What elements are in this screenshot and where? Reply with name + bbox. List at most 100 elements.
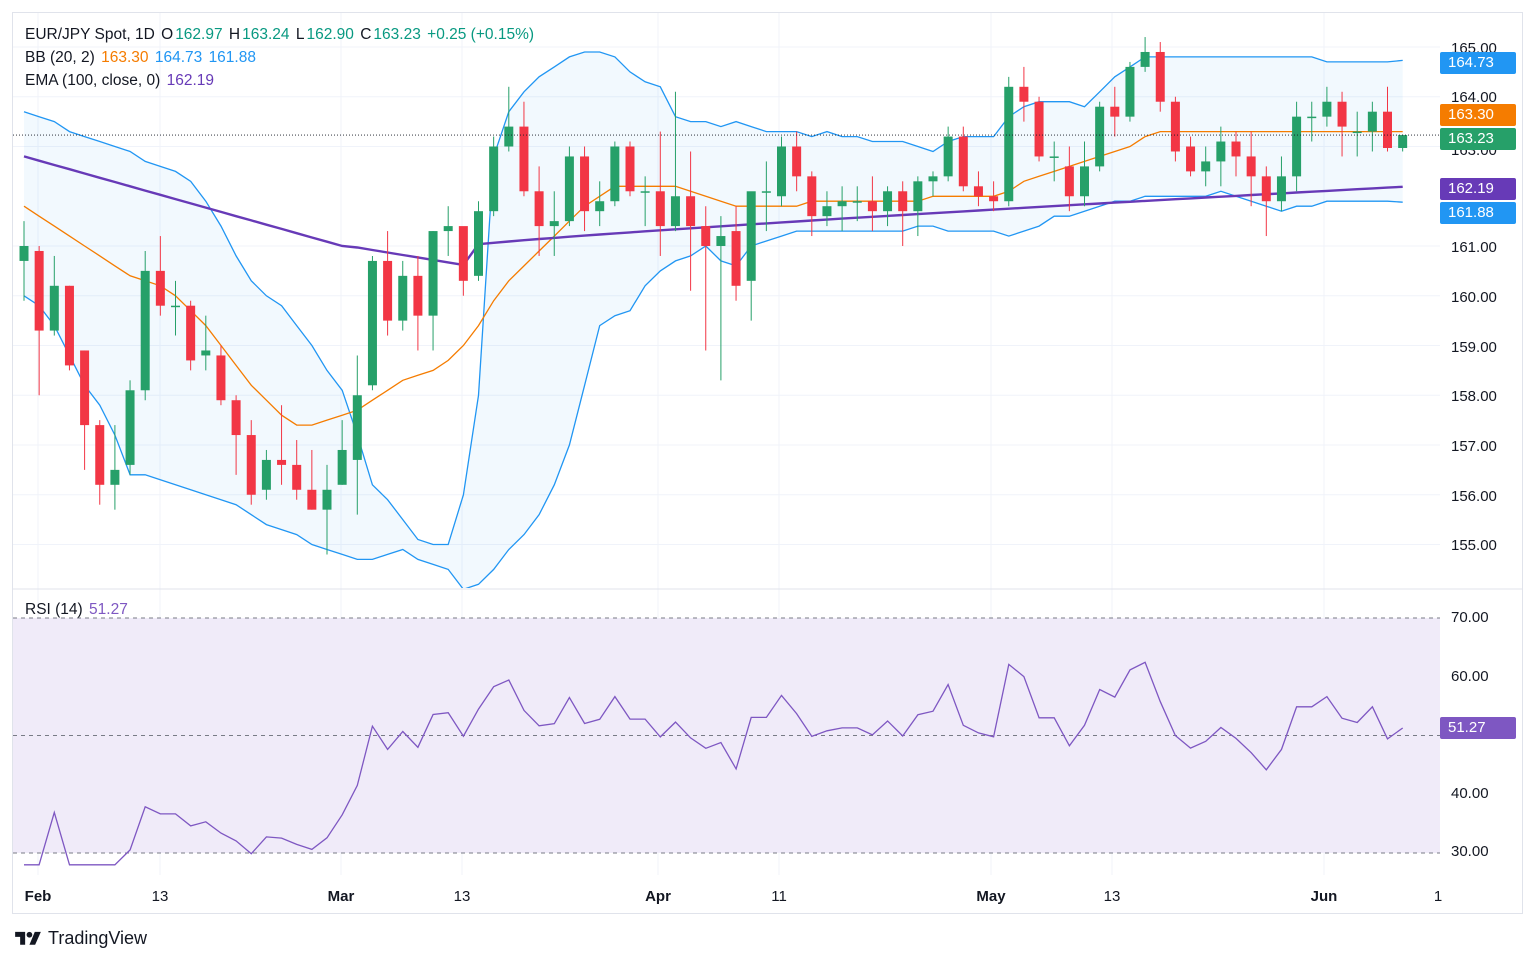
price-tick: 156.00 <box>1451 488 1497 505</box>
ema-label: EMA (100, close, 0) <box>25 72 161 89</box>
candle-up <box>1367 111 1377 132</box>
candle-up <box>201 350 211 356</box>
candle-up <box>1201 161 1211 172</box>
candle-down <box>1064 166 1074 197</box>
tradingview-brand[interactable]: TradingView <box>14 928 147 949</box>
candle-up <box>1307 116 1317 119</box>
candle-down <box>1170 101 1180 152</box>
x-label-mar: Mar <box>327 888 355 905</box>
candle-down <box>625 146 635 192</box>
candle-up <box>504 126 514 147</box>
candle-up <box>1322 101 1332 117</box>
price-tick: 159.00 <box>1451 339 1497 356</box>
bb-upper-value: 164.73 <box>154 49 203 66</box>
candle-up <box>140 270 150 391</box>
x-label-feb: Feb <box>24 888 52 905</box>
candle-up <box>443 226 453 232</box>
candle-up <box>489 146 499 212</box>
candle-up <box>171 305 180 308</box>
bb-upper-tag: 164.73 <box>1440 52 1516 74</box>
rsi-value: 51.27 <box>89 601 128 618</box>
x-label-jun: Jun <box>1310 888 1338 905</box>
x-label-13: 13 <box>151 888 169 905</box>
rsi-tick: 60.00 <box>1451 668 1489 685</box>
candle-down <box>307 489 317 510</box>
tradingview-logo-icon <box>15 931 41 945</box>
rsi-tag: 51.27 <box>1440 717 1516 739</box>
brand-name: TradingView <box>48 928 148 948</box>
price-tick: 160.00 <box>1451 289 1497 306</box>
candle-down <box>186 305 196 361</box>
candle-down <box>989 196 999 202</box>
candle-up <box>837 201 847 207</box>
price-pane <box>13 37 1440 588</box>
legend-close-label: C <box>360 26 372 43</box>
candle-up <box>595 201 605 212</box>
candle-up <box>913 181 923 212</box>
x-label-may: May <box>976 888 1006 905</box>
legend-low: 162.90 <box>306 26 354 43</box>
candle-up <box>1095 106 1105 167</box>
candle-down <box>534 191 544 227</box>
rsi-tick: 30.00 <box>1451 843 1489 860</box>
candle-up <box>1292 116 1302 177</box>
bb-band-fill <box>24 51 1403 588</box>
x-label-13: 13 <box>1103 888 1121 905</box>
bb-mid-value: 163.30 <box>101 49 149 66</box>
bb-lower-line <box>23 190 1403 588</box>
chart-frame <box>12 12 1523 914</box>
candle-up <box>777 146 786 197</box>
candle-down <box>155 270 165 306</box>
candle-down <box>383 260 393 321</box>
candle-down <box>1110 106 1120 117</box>
candle-down <box>413 275 423 316</box>
legend-ohlc: EUR/JPY Spot, 1D O 162.97 H 163.24 L 162.90… <box>25 26 536 44</box>
candle-down <box>64 285 74 366</box>
candle-up <box>746 191 756 281</box>
legend-rsi: RSI (14) 51.27 <box>25 601 130 619</box>
candle-up <box>474 211 483 276</box>
candle-down <box>1231 141 1241 157</box>
candle-up <box>761 191 771 193</box>
rsi-line <box>24 661 1404 866</box>
candle-up <box>125 390 135 465</box>
bb-upper-line <box>23 51 1403 546</box>
legend-symbol: EUR/JPY Spot, 1D <box>25 26 155 43</box>
ema-100-line <box>23 155 1403 267</box>
candle-up <box>322 489 332 510</box>
candle-down <box>80 350 90 426</box>
candle-down <box>458 226 468 281</box>
price-tick: 164.00 <box>1451 89 1497 106</box>
candle-down <box>898 191 908 212</box>
x-label-apr: Apr <box>645 888 671 905</box>
candle-up <box>1352 131 1362 134</box>
candle-up <box>1049 156 1059 158</box>
legend-open-label: O <box>161 26 174 43</box>
candle-down <box>95 425 105 485</box>
candle-up <box>337 449 347 485</box>
x-label-1: 1 <box>1433 888 1443 905</box>
rsi-label: RSI (14) <box>25 601 83 618</box>
price-tick: 161.00 <box>1451 239 1497 256</box>
candle-up <box>1216 141 1226 162</box>
candle-down <box>1019 86 1029 102</box>
candle-up <box>822 206 832 217</box>
candle-up <box>261 459 271 490</box>
candle-down <box>277 459 287 465</box>
legend-bb: BB (20, 2) 163.30 164.73 161.88 <box>25 49 258 67</box>
candle-up <box>716 236 726 246</box>
x-label-11: 11 <box>771 888 787 905</box>
candle-down <box>867 201 877 212</box>
candle-down <box>1261 176 1271 202</box>
candle-up <box>883 191 893 212</box>
candle-down <box>807 176 817 217</box>
legend-high: 163.24 <box>242 26 290 43</box>
candle-down <box>973 186 983 197</box>
legend-low-label: L <box>295 26 305 43</box>
candle-up <box>367 260 377 386</box>
candle-down <box>1337 101 1347 127</box>
candle-down <box>246 435 256 495</box>
candle-down <box>731 231 741 286</box>
candle-down <box>1383 111 1392 148</box>
